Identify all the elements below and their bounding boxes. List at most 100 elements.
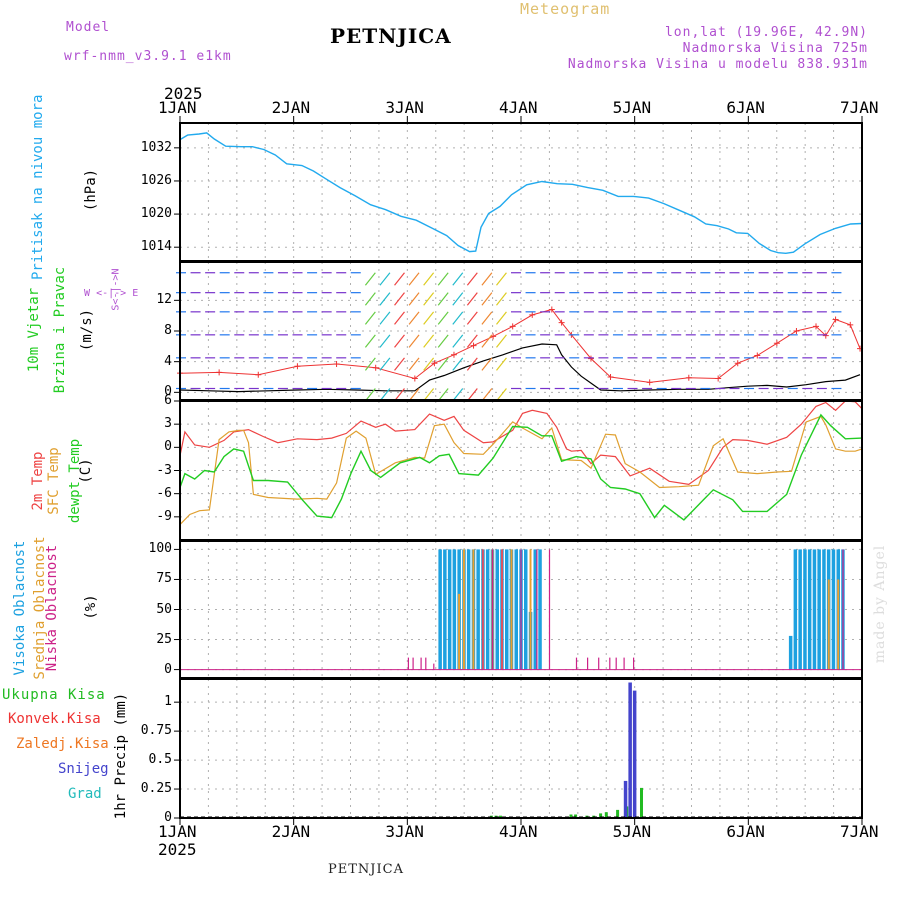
wind-barb [437, 357, 449, 371]
cloud-high-bar [476, 549, 480, 670]
wind-barb [496, 388, 507, 402]
gust-marker [813, 323, 820, 330]
cloud-high-bar [505, 549, 509, 670]
gust-marker [793, 328, 800, 334]
wind-barb [481, 357, 493, 371]
y-tick-label: 3 [164, 416, 172, 432]
cloud-low-bar [609, 657, 611, 670]
wind-speed-line [179, 343, 861, 393]
gust-marker [822, 332, 829, 339]
cloud-low-bar [425, 657, 427, 670]
cloud-low-bar [623, 657, 625, 670]
model-altitude-label: Nadmorska Visina u modelu 838.931m [567, 57, 868, 72]
precip-total-bar [599, 813, 603, 818]
x-tick-label: 7JAN [840, 98, 879, 117]
wind-barb [408, 334, 420, 348]
compass-arrows-we: <-|-> [96, 288, 127, 299]
cloud-low-bar [842, 549, 844, 670]
y-tick-label: 75 [156, 571, 172, 587]
y-tick-label: 25 [156, 631, 172, 647]
wind-barb [394, 272, 405, 286]
wind-barb [481, 311, 493, 325]
cloud-low-bar [587, 657, 589, 670]
y-tick-label: 8 [164, 323, 172, 338]
cloud-high-bar [812, 549, 817, 670]
wind-barb [423, 311, 435, 325]
precip-legend-snow: Snijeg [58, 761, 109, 777]
cloud-mid-bar [472, 549, 475, 670]
precip-snow-bar [623, 780, 628, 818]
panel-frame-4 [179, 678, 863, 819]
gust-marker [294, 363, 301, 370]
cloud-low-bar [420, 657, 422, 670]
wind-barb [466, 272, 478, 286]
wind-barb [496, 311, 507, 325]
cloud-high-bar [538, 549, 542, 670]
precip-snow-bar [628, 682, 632, 818]
cloud-mid-bar [462, 549, 465, 670]
y-tick-label: 0.75 [140, 723, 172, 739]
cloud-low-bar [412, 657, 414, 670]
gust-marker [558, 319, 565, 326]
gust-marker [216, 369, 223, 376]
cloud-low-bar [433, 663, 435, 670]
cloud-high-bar [803, 549, 807, 670]
cloud-low-bar [536, 549, 538, 670]
gust-marker [548, 306, 555, 313]
gust-marker [529, 311, 536, 318]
wind-barb [379, 334, 391, 348]
cloud-high-bar [831, 549, 836, 670]
wind-barb [394, 311, 405, 325]
wind-barb [452, 357, 464, 371]
y-tick-label: -9 [156, 508, 172, 524]
precip-total-bar [616, 809, 620, 818]
wind-barb [379, 388, 391, 402]
x-tick-label: 5JAN [612, 98, 652, 117]
precip-total-bar [604, 812, 608, 818]
cloud-high-bar [443, 549, 447, 670]
compass-e-label: E [132, 288, 139, 299]
wind-gust-line [179, 308, 861, 383]
wind-barb [364, 272, 376, 286]
cloud-high-bar [807, 549, 812, 670]
panel-frame-1 [179, 261, 863, 401]
wind-barb [452, 292, 464, 306]
wind-barb [379, 292, 391, 306]
wind-barb [466, 357, 478, 371]
wind-barb [364, 311, 376, 325]
x-tick-label: 2JAN [271, 822, 311, 841]
gust-marker [450, 351, 457, 358]
cloud-high-bar [798, 549, 802, 670]
y-tick-label: 100 [148, 541, 172, 557]
wind-barb [408, 311, 420, 325]
wind-barb [394, 292, 405, 306]
wind-barb [423, 388, 435, 402]
cloud-high-bar [438, 549, 442, 670]
compass-w-label: W [84, 288, 91, 299]
wind-barb [496, 272, 507, 286]
cloud-low-bar [520, 549, 522, 670]
wind-barb [394, 388, 405, 402]
panel-frame-2 [179, 400, 863, 541]
precip-total-bar [499, 815, 502, 818]
meteogram-label: Meteogram [520, 0, 611, 18]
cloud-mid-bar [837, 579, 840, 670]
y-tick-label: -3 [156, 462, 172, 478]
cloud-low-bar [598, 657, 600, 670]
wind-barb [379, 311, 391, 325]
temp-sfc-line [179, 415, 863, 526]
x-tick-label: 3JAN [385, 98, 424, 117]
wind-barb [496, 292, 507, 306]
wind-barb [481, 334, 493, 348]
wind-barb [364, 388, 376, 402]
cloud-high-bar [485, 549, 490, 670]
gust-marker [255, 371, 262, 378]
cloud-mid-bar [827, 579, 830, 670]
wind-barb [364, 334, 376, 348]
wind-barb [466, 334, 478, 348]
x-tick-label: 4JAN [499, 98, 538, 117]
cloud-high-bar [495, 549, 499, 670]
y-tick-label: 1032 [140, 139, 172, 155]
wind-barb [481, 272, 493, 286]
